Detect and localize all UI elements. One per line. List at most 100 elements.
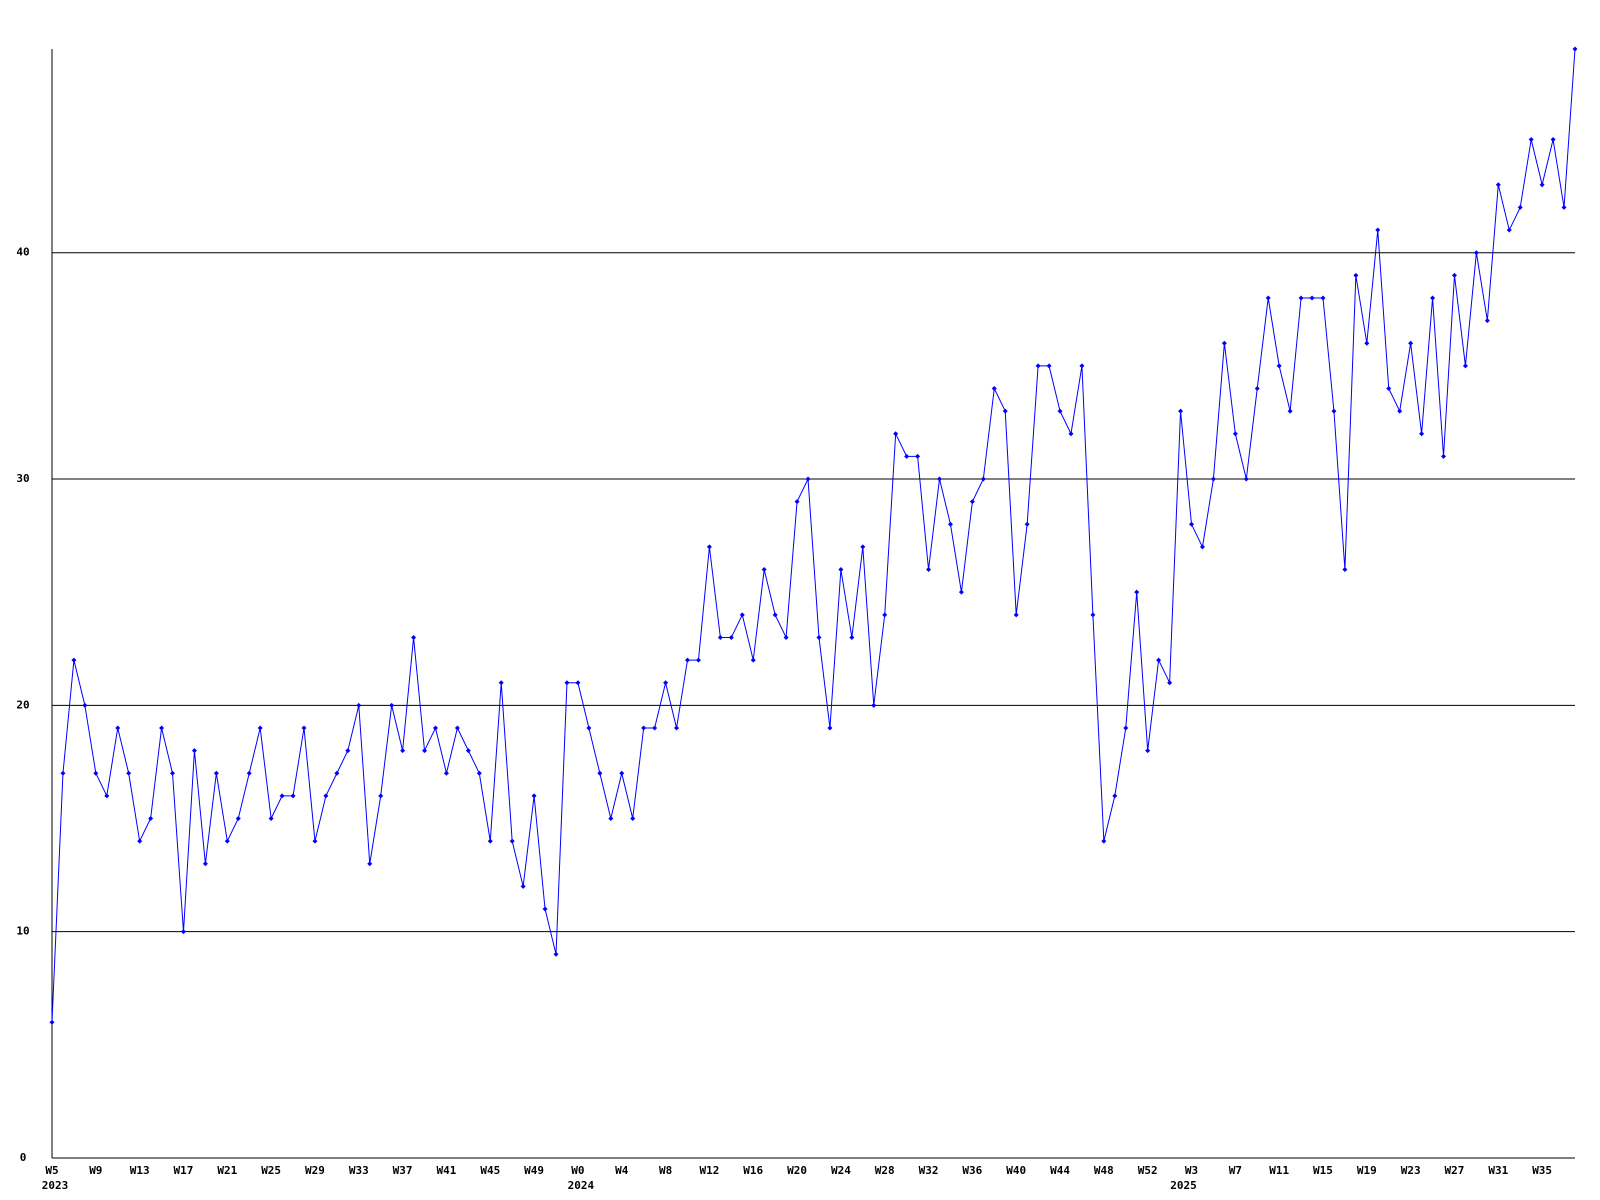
point-marker [268, 816, 274, 822]
series-line [51, 48, 1576, 1023]
point-marker [761, 567, 767, 573]
point-marker [893, 431, 899, 437]
point-marker [1013, 612, 1019, 618]
point-marker [1221, 340, 1227, 346]
point-marker [827, 725, 833, 731]
point-marker [1408, 340, 1414, 346]
point-marker [1232, 431, 1238, 437]
point-marker [345, 748, 351, 754]
x-tick-label: W27 [1445, 1164, 1465, 1177]
y-tick-label: 40 [16, 246, 29, 259]
point-marker [980, 476, 986, 482]
y-tick-label: 10 [16, 925, 29, 938]
point-marker [772, 612, 778, 618]
point-marker [1145, 748, 1151, 754]
point-marker [1506, 227, 1512, 233]
point-marker [180, 929, 186, 935]
x-tick-label: W0 [571, 1164, 584, 1177]
point-marker [115, 725, 121, 731]
point-marker [1320, 295, 1326, 301]
x-tick-label: W21 [217, 1164, 237, 1177]
point-marker [1167, 680, 1173, 686]
point-marker [1178, 408, 1184, 414]
point-marker [257, 725, 263, 731]
point-marker [553, 951, 559, 957]
point-marker [202, 861, 208, 867]
point-marker [290, 793, 296, 799]
point-marker [1035, 363, 1041, 369]
x-tick-label: W33 [349, 1164, 369, 1177]
point-marker [246, 770, 252, 776]
point-marker [224, 838, 230, 844]
point-marker [663, 680, 669, 686]
x-tick-label: W28 [875, 1164, 895, 1177]
point-marker [1386, 385, 1392, 391]
point-marker [443, 770, 449, 776]
point-marker [1473, 250, 1479, 256]
point-marker [1397, 408, 1403, 414]
x-tick-label: W31 [1488, 1164, 1508, 1177]
point-marker [1353, 272, 1359, 278]
point-marker [1451, 272, 1457, 278]
x-tick-label: W12 [699, 1164, 719, 1177]
point-marker [1101, 838, 1107, 844]
point-marker [498, 680, 504, 686]
point-marker [816, 634, 822, 640]
point-marker [1123, 725, 1129, 731]
x-tick-label: W8 [659, 1164, 672, 1177]
point-marker [1134, 589, 1140, 595]
point-marker [60, 770, 66, 776]
point-marker [619, 770, 625, 776]
x-tick-label: W13 [130, 1164, 150, 1177]
point-marker [805, 476, 811, 482]
x-tick-label: W7 [1229, 1164, 1242, 1177]
point-marker [1287, 408, 1293, 414]
point-marker [520, 883, 526, 889]
x-tick-label: W37 [393, 1164, 413, 1177]
point-marker [1375, 227, 1381, 233]
point-marker [1561, 204, 1567, 210]
point-marker [279, 793, 285, 799]
point-marker [1528, 137, 1534, 143]
x-tick-label: W32 [919, 1164, 939, 1177]
x-tick-label: W16 [743, 1164, 763, 1177]
x-tick-label: W11 [1269, 1164, 1289, 1177]
point-marker [400, 748, 406, 754]
point-marker [1046, 363, 1052, 369]
point-marker [684, 657, 690, 663]
point-marker [159, 725, 165, 731]
point-marker [695, 657, 701, 663]
point-marker [739, 612, 745, 618]
point-marker [882, 612, 888, 618]
point-marker [148, 816, 154, 822]
point-marker [1331, 408, 1337, 414]
point-marker [49, 1019, 55, 1025]
point-marker [422, 748, 428, 754]
point-marker [915, 453, 921, 459]
point-marker [641, 725, 647, 731]
point-marker [871, 702, 877, 708]
point-marker [1276, 363, 1282, 369]
point-marker [652, 725, 658, 731]
point-marker [1364, 340, 1370, 346]
point-marker [334, 770, 340, 776]
x-tick-label: W40 [1006, 1164, 1026, 1177]
point-marker [1243, 476, 1249, 482]
x-tick-label: W17 [174, 1164, 194, 1177]
point-marker [1002, 408, 1008, 414]
point-marker [1484, 318, 1490, 324]
point-marker [126, 770, 132, 776]
point-marker [323, 793, 329, 799]
x-tick-label: W52 [1138, 1164, 1158, 1177]
x-tick-label: W4 [615, 1164, 629, 1177]
point-marker [378, 793, 384, 799]
x-tick-label: W5 [45, 1164, 58, 1177]
point-marker [564, 680, 570, 686]
point-marker [1112, 793, 1118, 799]
point-marker [926, 567, 932, 573]
point-marker [1079, 363, 1085, 369]
point-marker [1265, 295, 1271, 301]
x-tick-label: W35 [1532, 1164, 1552, 1177]
point-marker [794, 499, 800, 505]
